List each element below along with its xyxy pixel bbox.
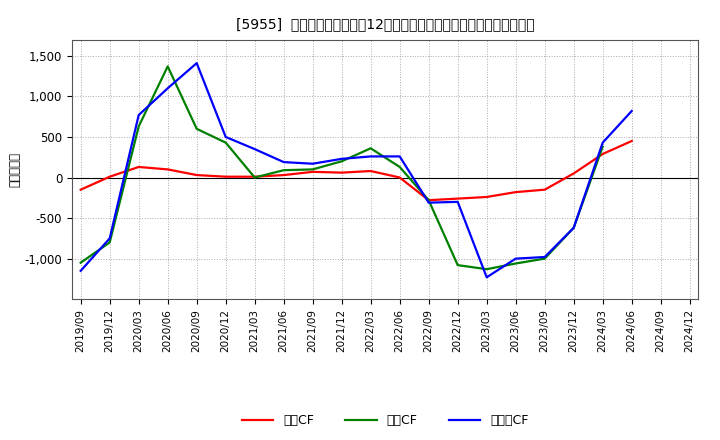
投資CF (76, 260, 85, 265)
営業CF (627, 138, 636, 143)
フリーCF (627, 108, 636, 114)
Line: 営業CF: 営業CF (81, 141, 631, 200)
営業CF (570, 171, 578, 176)
営業CF (308, 169, 317, 175)
フリーCF (76, 268, 85, 273)
投資CF (105, 240, 114, 245)
フリーCF (221, 134, 230, 139)
営業CF (105, 174, 114, 180)
Legend: 営業CF, 投資CF, フリーCF: 営業CF, 投資CF, フリーCF (242, 414, 528, 428)
投資CF (482, 267, 491, 272)
投資CF (192, 126, 201, 132)
フリーCF (251, 147, 259, 152)
営業CF (192, 172, 201, 178)
投資CF (395, 164, 404, 169)
フリーCF (511, 256, 520, 261)
投資CF (338, 159, 346, 164)
投資CF (541, 256, 549, 261)
フリーCF (192, 60, 201, 66)
投資CF (366, 146, 375, 151)
投資CF (424, 198, 433, 203)
営業CF (454, 196, 462, 201)
投資CF (163, 64, 172, 69)
フリーCF (279, 159, 288, 165)
投資CF (135, 124, 143, 129)
営業CF (251, 174, 259, 180)
営業CF (598, 151, 607, 157)
フリーCF (163, 86, 172, 91)
フリーCF (570, 225, 578, 231)
Y-axis label: （百万円）: （百万円） (9, 152, 22, 187)
Line: フリーCF: フリーCF (81, 63, 631, 277)
投資CF (570, 225, 578, 231)
営業CF (424, 198, 433, 203)
営業CF (395, 175, 404, 180)
投資CF (511, 261, 520, 266)
フリーCF (482, 275, 491, 280)
営業CF (541, 187, 549, 192)
投資CF (279, 168, 288, 173)
営業CF (511, 190, 520, 195)
営業CF (279, 172, 288, 178)
Title: [5955]  キャッシュフローの12か月移動合計の対前年同期増減額の推移: [5955] キャッシュフローの12か月移動合計の対前年同期増減額の推移 (236, 18, 534, 32)
営業CF (163, 167, 172, 172)
営業CF (482, 194, 491, 200)
Line: 投資CF: 投資CF (81, 66, 603, 269)
フリーCF (105, 236, 114, 241)
営業CF (366, 169, 375, 174)
営業CF (221, 174, 230, 180)
フリーCF (395, 154, 404, 159)
営業CF (338, 170, 346, 175)
投資CF (221, 140, 230, 145)
投資CF (454, 263, 462, 268)
フリーCF (598, 140, 607, 145)
フリーCF (338, 156, 346, 161)
フリーCF (424, 200, 433, 205)
投資CF (308, 167, 317, 172)
フリーCF (308, 161, 317, 166)
フリーCF (541, 254, 549, 260)
フリーCF (135, 112, 143, 117)
フリーCF (454, 199, 462, 205)
営業CF (76, 187, 85, 192)
投資CF (598, 144, 607, 149)
投資CF (251, 175, 259, 180)
営業CF (135, 164, 143, 169)
フリーCF (366, 154, 375, 159)
